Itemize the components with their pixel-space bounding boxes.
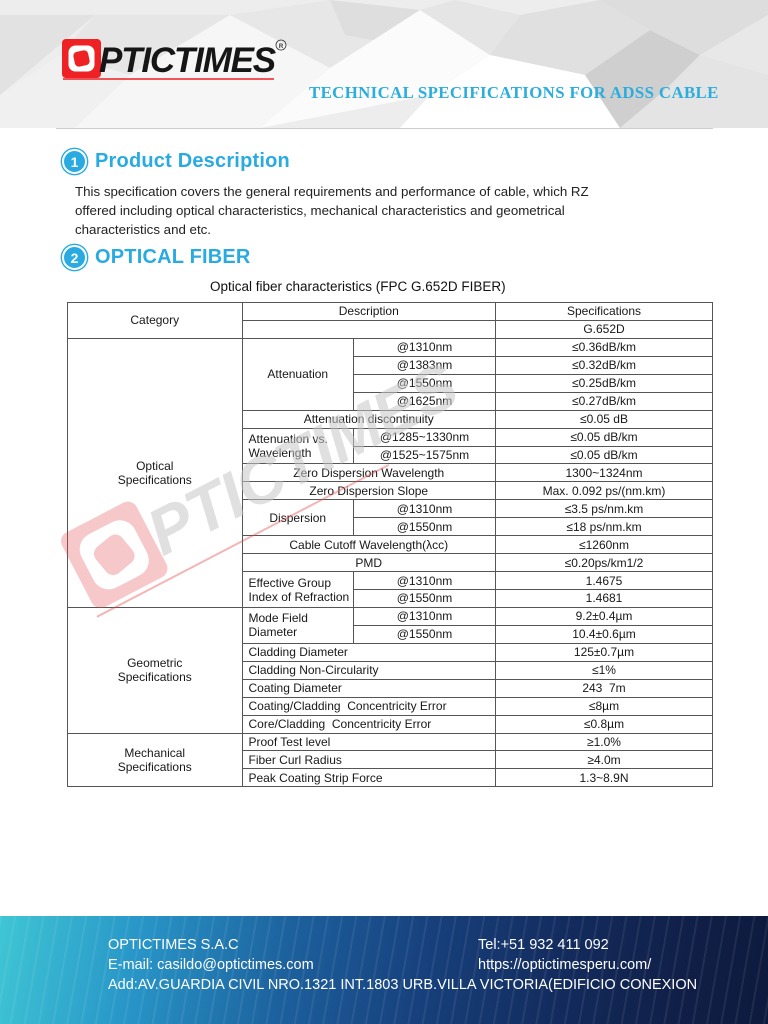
svg-text:R: R (279, 44, 284, 50)
svg-text:PTICTIMES: PTICTIMES (99, 41, 276, 80)
